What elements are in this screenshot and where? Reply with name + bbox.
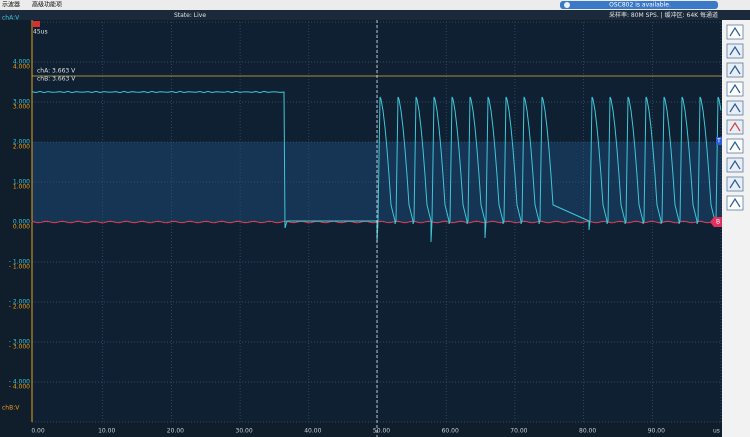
sample-info: 采样率: 80M SPS. | 缓冲区: 64K 每通道 [609, 11, 718, 19]
cha-tick-label: - 4.000 [9, 379, 30, 386]
x-tick-label: 90.00 [648, 428, 665, 435]
icon-glyph [729, 45, 741, 56]
status-button[interactable] [560, 1, 718, 9]
icon-glyph [729, 159, 741, 170]
tool-zoom-in[interactable] [726, 43, 744, 59]
tool-ruler[interactable] [726, 81, 744, 97]
cha-tick-label: 0.000 [13, 219, 30, 226]
chb-tick-label: - 1.000 [9, 264, 30, 271]
tool-measure[interactable] [726, 62, 744, 78]
icon-glyph [729, 83, 741, 94]
chb-tick-label: - 3.000 [9, 344, 30, 351]
chb-tick-label: 1.000 [13, 184, 30, 191]
cha-tick-label: 3.000 [13, 99, 30, 106]
menu-item[interactable]: 示波器 [2, 1, 20, 9]
tool-cursor[interactable] [726, 100, 744, 116]
tool-zoom-fit[interactable] [726, 24, 744, 40]
baseline-marker[interactable] [710, 217, 722, 227]
timebase-marker[interactable] [33, 21, 40, 27]
cha-tick-label: 1.000 [13, 179, 30, 186]
icon-glyph [729, 140, 741, 151]
tool-wave[interactable] [726, 176, 744, 192]
status-icon [564, 2, 570, 8]
icon-glyph [729, 178, 741, 189]
state-label: State: Live [174, 12, 206, 19]
icon-glyph [729, 64, 741, 75]
cha-axis-label: chA:V [2, 15, 20, 22]
x-tick-label: 70.00 [510, 428, 527, 435]
tool-table[interactable] [726, 195, 744, 211]
x-tick-label: 30.00 [236, 428, 253, 435]
status-text: OSC802 is available. [609, 2, 671, 9]
tool-export[interactable] [726, 157, 744, 173]
tool-icons [726, 24, 744, 211]
icon-glyph [729, 26, 741, 37]
tool-save[interactable] [726, 138, 744, 154]
x-tick-label: 60.00 [442, 428, 459, 435]
chb-tick-label: - 2.000 [9, 304, 30, 311]
tool-chart[interactable] [726, 119, 744, 135]
chb-tick-label: 0.000 [13, 224, 30, 231]
cursor-readout: chB: 3.663 V [37, 76, 76, 83]
cha-tick-label: 4.000 [13, 59, 30, 66]
menu-bar [0, 0, 750, 10]
cha-tick-label: 2.000 [13, 139, 30, 146]
trigger-marker-label: T [716, 138, 721, 145]
chb-tick-label: 2.000 [13, 144, 30, 151]
cha-trace [31, 90, 722, 243]
x-tick-label: 40.00 [304, 428, 321, 435]
cursor-readout: chA: 3.663 V [37, 68, 76, 75]
x-tick-label: 20.00 [167, 428, 184, 435]
menu-item[interactable]: 高级功能项 [32, 1, 62, 9]
baseline-marker-label: B [716, 219, 720, 226]
x-tick-label: 80.00 [579, 428, 596, 435]
cha-tick-label: - 1.000 [9, 259, 30, 266]
cha-tick-label: - 3.000 [9, 339, 30, 346]
chb-tick-label: 3.000 [13, 104, 30, 111]
chb-tick-label: 4.000 [13, 64, 30, 71]
chb-axis-label: chB:V [2, 405, 20, 412]
cha-tick-label: - 2.000 [9, 299, 30, 306]
chb-tick-label: - 4.000 [9, 384, 30, 391]
x-tick-label: 50.00 [373, 428, 390, 435]
icon-glyph [729, 102, 741, 113]
x-tick-label: 10.00 [98, 428, 115, 435]
trigger-marker[interactable] [716, 137, 722, 145]
icon-glyph [729, 197, 741, 208]
toolbar [0, 10, 750, 20]
x-unit: us [713, 428, 720, 435]
icon-glyph [729, 121, 741, 132]
x-tick-label: 0.00 [31, 428, 45, 435]
timebase: 45us [33, 29, 48, 36]
